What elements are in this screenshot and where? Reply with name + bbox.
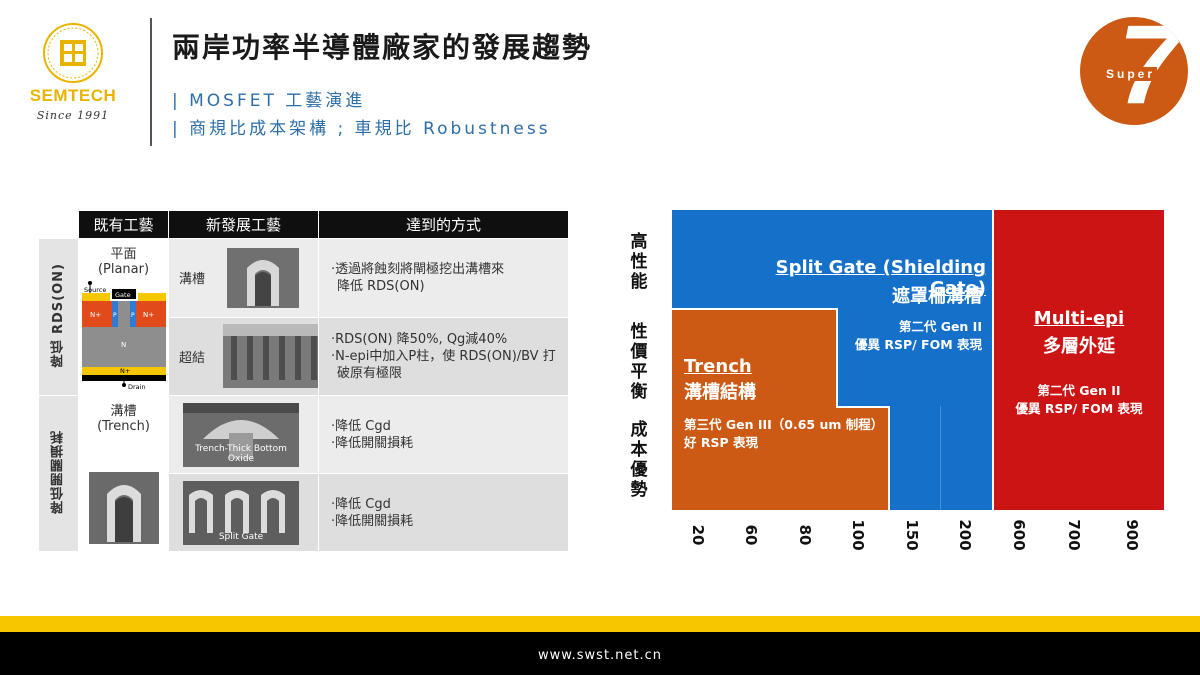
- x-tick: 700: [1065, 519, 1083, 551]
- company-logo: SEMTECH Since 1991: [18, 22, 128, 137]
- new-process-split-gate: Split Gate: [168, 473, 319, 552]
- new-process-thick-oxide: Trench-Thick Bottom Oxide: [168, 395, 319, 474]
- trench-existing-sem-image: [88, 472, 159, 544]
- thick-bottom-oxide-sem-image: Trench-Thick Bottom Oxide: [183, 402, 299, 467]
- x-tick: 20: [689, 524, 707, 546]
- method-split-gate: ·降低 Cgd ·降低開關損耗: [318, 473, 569, 552]
- x-tick: 600: [1010, 519, 1028, 551]
- x-tick: 150: [903, 519, 921, 551]
- svg-text:Drain: Drain: [128, 383, 146, 391]
- planar-name: 平面: [110, 247, 137, 262]
- split-gate-desc: 優異 RSP/ FOM 表現: [854, 337, 982, 352]
- multi-epi-block: [994, 210, 1164, 510]
- header-new: 新發展工藝: [168, 210, 319, 239]
- subtitle-2: | 商規比成本架構 ; 車規比 Robustness: [172, 119, 551, 139]
- trench-existing-cell: 溝槽 (Trench): [78, 395, 169, 552]
- category-rdson: 降低 RDS(ON): [38, 238, 79, 396]
- logo-brand: SEMTECH: [29, 86, 117, 105]
- svg-text:N+: N+: [120, 367, 130, 375]
- process-table: 既有工藝 新發展工藝 達到的方式 降低 RDS(ON) 平面 (Planar): [38, 210, 569, 552]
- x-tick: 200: [956, 519, 974, 551]
- separator-line: [888, 406, 890, 510]
- svg-text:Source: Source: [84, 286, 106, 294]
- trench-desc: 好 RSP 表現: [684, 435, 758, 450]
- multi-epi-subtitle: 多層外延: [1043, 336, 1115, 357]
- method-superjunction: ·RDS(ON) 降50%, Qg減40% ·N-epi中加入P柱，使 RDS(…: [318, 316, 569, 396]
- trench-block: [672, 310, 836, 510]
- trench-exist-sub: (Trench): [97, 419, 150, 434]
- footer-bar: [0, 632, 1200, 675]
- category-switching-loss: 降低開關損耗: [38, 395, 79, 552]
- x-tick: 80: [796, 524, 814, 546]
- logo-since: Since 1991: [36, 109, 110, 122]
- separator-line: [672, 308, 836, 310]
- method-trench: ·透過將蝕刻將閘極挖出溝槽來 降低 RDS(ON): [318, 238, 569, 318]
- split-gate-subtitle: 遮罩柵溝槽: [892, 286, 982, 307]
- svg-text:N+: N+: [143, 311, 154, 319]
- split-gate-block: [672, 210, 992, 310]
- separator-line: [992, 210, 994, 510]
- planar-sub: (Planar): [97, 262, 150, 277]
- header-existing: 既有工藝: [78, 210, 169, 239]
- multi-epi-gen: 第二代 Gen II: [1037, 383, 1121, 398]
- new-process-trench: 溝槽: [168, 238, 319, 318]
- split-gate-gen: 第二代 Gen II: [898, 319, 982, 334]
- y-label-cost: 成本優勢: [630, 420, 648, 500]
- multi-epi-desc: 優異 RSP/ FOM 表現: [1015, 401, 1143, 416]
- footer-url: www.swst.net.cn: [537, 648, 663, 663]
- super7-badge: 7 Super: [1080, 17, 1188, 125]
- y-label-performance: 高性能: [630, 232, 648, 292]
- svg-text:P: P: [131, 312, 135, 319]
- svg-text:Gate: Gate: [115, 291, 131, 299]
- table-corner: [38, 210, 79, 239]
- badge-word: Super: [1104, 67, 1158, 81]
- process-voltage-chart: Split Gate (Shielding Gate) 遮罩柵溝槽 第二代 Ge…: [672, 210, 1164, 510]
- page-title: 兩岸功率半導體廠家的發展趨勢: [172, 31, 593, 64]
- logo-emblem-icon: [43, 23, 103, 83]
- trench-subtitle: 溝槽結構: [684, 382, 756, 403]
- footer-stripe: [0, 616, 1200, 632]
- separator-line: [836, 308, 838, 406]
- svg-text:P: P: [113, 312, 117, 319]
- split-gate-sem-image: Split Gate: [183, 480, 299, 545]
- subtitle-1: | MOSFET 工藝演進: [172, 91, 366, 111]
- multi-epi-title: Multi-epi: [1033, 308, 1125, 329]
- trench-block-ext: [836, 406, 888, 510]
- x-tick: 900: [1123, 519, 1141, 551]
- planar-cell: 平面 (Planar) Source Gate N+ N+: [78, 238, 169, 396]
- x-tick: 100: [849, 519, 867, 551]
- trench-sem-image: [227, 247, 299, 308]
- svg-text:N+: N+: [90, 311, 101, 319]
- x-tick: 60: [742, 524, 760, 546]
- new-process-superjunction: 超結: [168, 316, 319, 396]
- header-divider: [150, 18, 152, 146]
- superjunction-sem-image: [222, 324, 318, 389]
- y-label-balance: 性價平衡: [630, 322, 648, 402]
- svg-text:N: N: [121, 341, 126, 349]
- split-gate-title: Split Gate (Shielding Gate): [775, 257, 986, 299]
- trench-title: Trench: [684, 356, 752, 377]
- separator-line: [836, 406, 888, 408]
- method-thick-oxide: ·降低 Cgd ·降低開關損耗: [318, 395, 569, 474]
- planar-mosfet-diagram: Source Gate N+ N+ P P N N+ Drain: [81, 281, 166, 391]
- trench-gen: 第三代 Gen III（0.65 um 制程）: [684, 417, 884, 432]
- split-gate-divider: [940, 406, 941, 510]
- trench-exist-name: 溝槽: [110, 404, 137, 419]
- header-method: 達到的方式: [318, 210, 569, 239]
